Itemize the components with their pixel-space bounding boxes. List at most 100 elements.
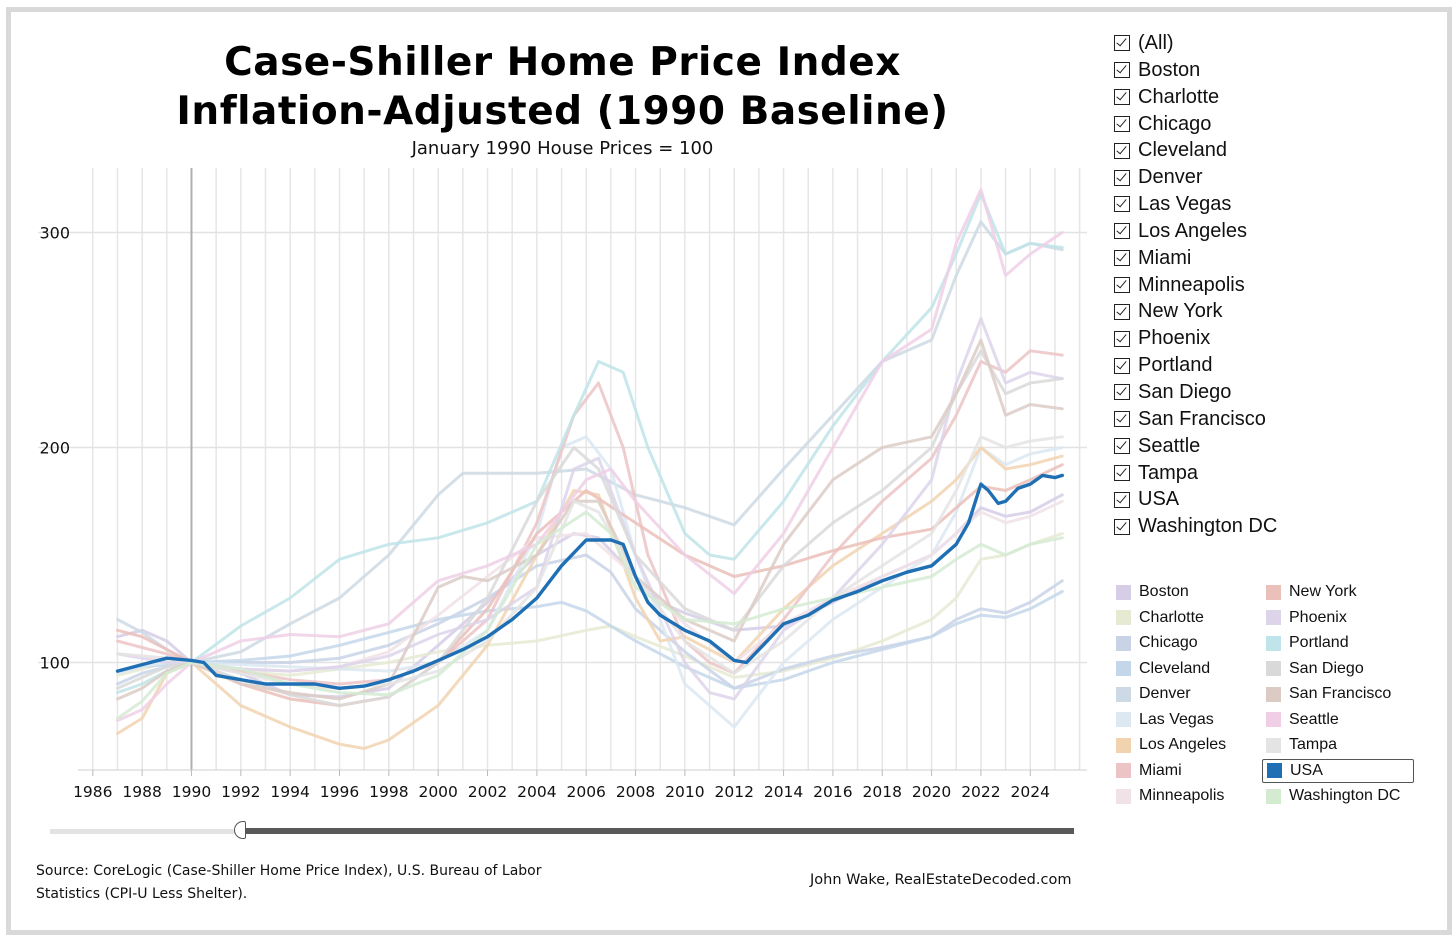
checkbox-checked-icon[interactable] — [1114, 357, 1130, 374]
legend-item-chicago[interactable]: Chicago — [1112, 631, 1260, 655]
checkbox-checked-icon[interactable] — [1114, 223, 1130, 240]
legend-item-portland[interactable]: Portland — [1262, 631, 1410, 655]
legend-item-cleveland[interactable]: Cleveland — [1112, 657, 1260, 681]
filter-item-label: Boston — [1138, 58, 1201, 81]
x-tick-label: 2018 — [863, 783, 902, 801]
filter-item-minneapolis[interactable]: Minneapolis — [1114, 272, 1434, 299]
filter-item-label: Portland — [1138, 354, 1213, 377]
legend-label: Phoenix — [1289, 608, 1347, 626]
legend-item-charlotte[interactable]: Charlotte — [1112, 606, 1260, 630]
checkbox-checked-icon[interactable] — [1114, 169, 1130, 186]
checkbox-checked-icon[interactable] — [1114, 62, 1130, 79]
legend-label: Los Angeles — [1139, 736, 1227, 753]
filter-item-washington-dc[interactable]: Washington DC — [1114, 513, 1434, 540]
legend-item-tampa[interactable]: Tampa — [1262, 733, 1410, 757]
series-line-los-angeles — [116, 446, 1064, 750]
legend-item-boston[interactable]: Boston — [1112, 580, 1260, 604]
legend-swatch — [1116, 712, 1131, 727]
legend-item-usa[interactable]: USA — [1262, 758, 1414, 783]
checkbox-checked-icon[interactable] — [1114, 491, 1130, 508]
legend-swatch — [1116, 737, 1131, 753]
legend-label: San Francisco — [1289, 685, 1392, 702]
filter-item-las-vegas[interactable]: Las Vegas — [1114, 191, 1434, 218]
legend-item-new-york[interactable]: New York — [1262, 580, 1410, 604]
checkbox-checked-icon[interactable] — [1114, 277, 1130, 294]
legend-item-seattle[interactable]: Seattle — [1262, 708, 1410, 732]
legend-label: Miami — [1139, 761, 1182, 779]
checkbox-checked-icon[interactable] — [1114, 196, 1130, 213]
color-legend: Boston Charlotte Chicago Cleveland Denver Las… — [1112, 580, 1422, 810]
source-note: Source: CoreLogic (Case-Shiller Home Pri… — [36, 863, 542, 902]
legend-item-minneapolis[interactable]: Minneapolis — [1112, 784, 1260, 808]
legend-item-washington-dc[interactable]: Washington DC — [1262, 784, 1410, 808]
checkbox-checked-icon[interactable] — [1114, 438, 1130, 455]
filter-item-all[interactable]: (All) — [1114, 30, 1434, 57]
dashboard-frame — [6, 7, 1452, 935]
date-range-slider-handle[interactable] — [234, 821, 246, 839]
checkbox-checked-icon[interactable] — [1114, 303, 1130, 320]
checkbox-checked-icon[interactable] — [1114, 115, 1130, 132]
checkbox-checked-icon[interactable] — [1114, 384, 1130, 401]
legend-label: USA — [1290, 761, 1323, 779]
legend-item-san-francisco[interactable]: San Francisco — [1262, 682, 1410, 706]
filter-item-chicago[interactable]: Chicago — [1114, 111, 1434, 138]
filter-item-los-angeles[interactable]: Los Angeles — [1114, 218, 1434, 245]
x-tick-label: 1986 — [73, 783, 112, 801]
checkbox-checked-icon[interactable] — [1114, 89, 1130, 106]
legend-swatch — [1116, 635, 1131, 651]
checkbox-checked-icon[interactable] — [1114, 250, 1130, 267]
filter-item-san-diego[interactable]: San Diego — [1114, 379, 1434, 406]
x-tick-label: 2006 — [566, 783, 605, 801]
filter-item-denver[interactable]: Denver — [1114, 164, 1434, 191]
filter-item-san-francisco[interactable]: San Francisco — [1114, 406, 1434, 433]
legend-swatch — [1266, 584, 1281, 600]
legend-label: Cleveland — [1139, 659, 1211, 677]
legend-label: New York — [1289, 583, 1357, 600]
legend-item-denver[interactable]: Denver — [1112, 682, 1260, 706]
filter-item-label: New York — [1138, 300, 1223, 323]
legend-swatch — [1266, 686, 1281, 702]
checkbox-checked-icon[interactable] — [1114, 330, 1130, 347]
filter-item-seattle[interactable]: Seattle — [1114, 433, 1434, 460]
series-line-washington-dc — [116, 510, 1064, 720]
filter-item-label: Minneapolis — [1138, 273, 1245, 296]
legend-label: Washington DC — [1289, 787, 1401, 804]
legend-swatch — [1267, 763, 1282, 778]
legend-swatch — [1116, 584, 1131, 600]
x-tick-label: 2008 — [616, 783, 655, 801]
series-line-miami — [116, 349, 1064, 686]
filter-item-label: Phoenix — [1138, 327, 1211, 350]
checkbox-checked-icon[interactable] — [1114, 518, 1130, 535]
filter-item-miami[interactable]: Miami — [1114, 245, 1434, 272]
x-tick-label: 2012 — [714, 783, 753, 801]
filter-item-tampa[interactable]: Tampa — [1114, 460, 1434, 487]
filter-item-label: Miami — [1138, 246, 1192, 269]
filter-item-phoenix[interactable]: Phoenix — [1114, 325, 1434, 352]
legend-item-los-angeles[interactable]: Los Angeles — [1112, 733, 1260, 757]
checkbox-checked-icon[interactable] — [1114, 142, 1130, 159]
date-range-slider-track-active[interactable] — [242, 828, 1074, 834]
filter-item-cleveland[interactable]: Cleveland — [1114, 137, 1434, 164]
filter-item-boston[interactable]: Boston — [1114, 57, 1434, 84]
legend-item-san-diego[interactable]: San Diego — [1262, 657, 1410, 681]
checkbox-checked-icon[interactable] — [1114, 35, 1130, 52]
legend-item-las-vegas[interactable]: Las Vegas — [1112, 708, 1260, 732]
filter-item-label: Tampa — [1138, 461, 1199, 484]
filter-item-label: USA — [1138, 488, 1180, 511]
x-tick-label: 1996 — [320, 783, 359, 801]
legend-swatch — [1266, 788, 1281, 804]
date-range-slider-track-inactive — [50, 829, 242, 834]
series-line-tampa — [116, 435, 1064, 690]
legend-item-miami[interactable]: Miami — [1112, 759, 1260, 783]
filter-item-new-york[interactable]: New York — [1114, 298, 1434, 325]
x-tick-label: 2020 — [912, 783, 951, 801]
filter-item-usa[interactable]: USA — [1114, 486, 1434, 513]
checkbox-checked-icon[interactable] — [1114, 464, 1130, 481]
filter-item-charlotte[interactable]: Charlotte — [1114, 84, 1434, 111]
legend-swatch — [1116, 661, 1131, 676]
legend-item-phoenix[interactable]: Phoenix — [1262, 606, 1410, 630]
legend-label: Tampa — [1289, 736, 1338, 753]
checkbox-checked-icon[interactable] — [1114, 411, 1130, 428]
filter-item-portland[interactable]: Portland — [1114, 352, 1434, 379]
filter-item-label: Los Angeles — [1138, 219, 1247, 242]
